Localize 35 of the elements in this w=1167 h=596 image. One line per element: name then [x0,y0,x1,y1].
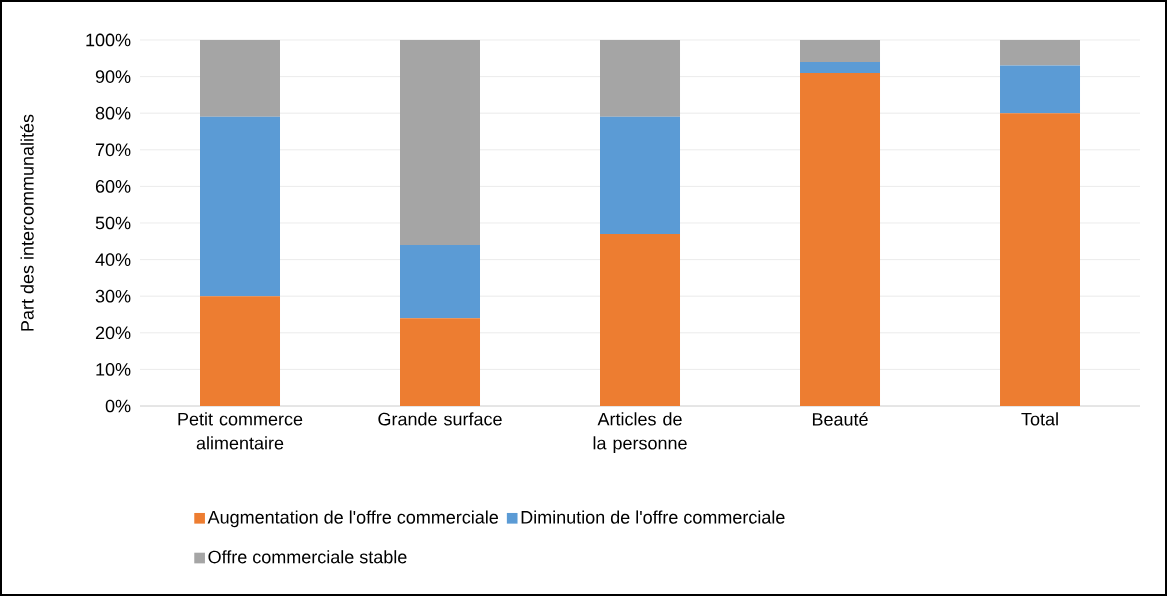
y-tick-label: 50% [95,216,131,230]
legend-label: Augmentation de l'offre commerciale [207,510,499,528]
bar [400,39,481,245]
y-tick-label: 10% [96,363,131,376]
x-tick-label: Grande surface [378,412,502,426]
bar [200,116,280,297]
bar [800,72,881,406]
bar [1000,39,1081,66]
x-tick-label: Petit commerce alimentaire [178,412,303,450]
x-tick-label: Articles de la personne [593,412,687,454]
y-tick-label: 0% [105,399,131,413]
x-tick-label: Beauté [812,412,868,426]
y-tick-label: 40% [95,253,131,266]
x-tick-label: Total [1021,412,1058,426]
bar [200,296,280,406]
bar [200,39,280,117]
legend-label: Diminution de l'offre commerciale [521,510,785,524]
y-tick-label: 100% [86,33,131,47]
bar [1000,113,1081,406]
y-tick-label: 90% [95,70,131,83]
bar [600,116,681,234]
bar [800,61,881,73]
bar [400,318,481,406]
y-tick-label: 60% [95,180,131,193]
bar [600,233,681,406]
bar [600,39,681,117]
y-axis-title: Part des intercommunalités [20,114,34,331]
bar [1000,65,1081,114]
y-tick-label: 20% [95,326,131,340]
legend-label: Offre commerciale stable [208,550,407,564]
y-tick-label: 70% [95,143,131,157]
y-tick-label: 30% [95,289,131,303]
y-tick-label: 80% [95,106,131,120]
bar [800,39,881,62]
bar [400,244,481,319]
